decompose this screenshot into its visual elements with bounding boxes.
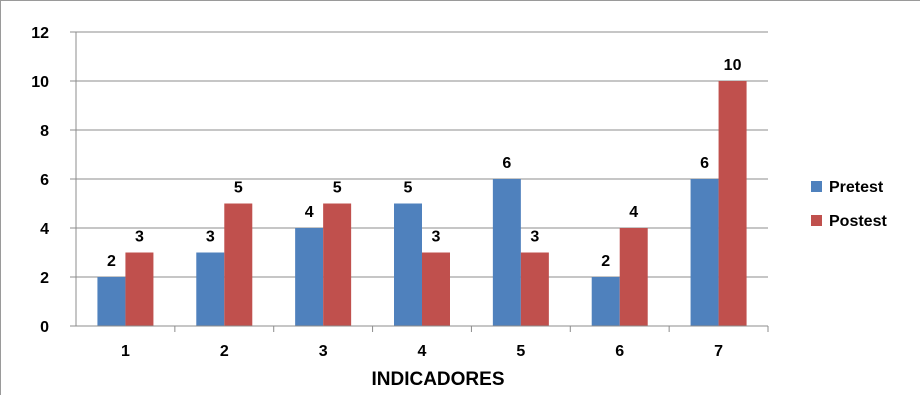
x-tick-label-1: 1	[121, 343, 130, 360]
bar-pretest-6	[591, 277, 620, 326]
y-tick-label-0: 0	[40, 319, 49, 336]
bar-postest-2	[224, 203, 253, 326]
legend-label-pretest: Pretest	[829, 179, 884, 196]
data-label-postest-2: 5	[234, 180, 243, 197]
bar-pretest-1	[97, 277, 126, 326]
x-tick-label-5: 5	[516, 343, 525, 360]
y-tick-label-12: 12	[31, 25, 49, 42]
bar-postest-5	[520, 252, 549, 326]
x-tick-label-2: 2	[220, 343, 229, 360]
bar-pretest-7	[690, 179, 719, 326]
legend: Pretest Postest	[811, 179, 887, 230]
data-label-pretest-4: 5	[404, 180, 413, 197]
bar-postest-3	[323, 203, 352, 326]
y-tick-label-2: 2	[40, 270, 49, 287]
bar-postest-1	[125, 252, 154, 326]
data-label-postest-5: 3	[530, 229, 539, 246]
x-tick-label-6: 6	[615, 343, 624, 360]
data-label-postest-1: 3	[135, 229, 144, 246]
x-axis-title: INDICADORES	[371, 369, 504, 390]
x-tick-label-4: 4	[418, 343, 427, 360]
data-label-pretest-1: 2	[107, 253, 116, 270]
y-tick-label-4: 4	[40, 221, 49, 238]
legend-swatch-postest	[811, 215, 822, 226]
data-label-pretest-5: 6	[502, 155, 511, 172]
data-label-pretest-7: 6	[700, 155, 709, 172]
y-tick-label-10: 10	[31, 74, 49, 91]
axes	[70, 31, 769, 332]
bar-postest-6	[619, 228, 648, 326]
data-label-pretest-2: 3	[206, 229, 215, 246]
y-tick-label-6: 6	[40, 172, 49, 189]
data-labels: 2 3 3 5 4 5 5 3 6 3 2 4 6 10	[107, 57, 742, 270]
x-tick-label-3: 3	[319, 343, 328, 360]
x-tick-label-7: 7	[714, 343, 723, 360]
bar-pretest-5	[492, 179, 521, 326]
bar-postest-4	[422, 252, 450, 326]
data-label-postest-3: 5	[333, 180, 342, 197]
x-tick-labels: 1 2 3 4 5 6 7	[121, 343, 723, 360]
bar-pretest-2	[196, 252, 225, 326]
data-label-pretest-6: 2	[601, 253, 610, 270]
y-tick-label-8: 8	[40, 123, 49, 140]
y-tick-labels: 0 2 4 6 8 10 12	[31, 25, 49, 336]
data-label-pretest-3: 4	[305, 204, 314, 221]
bar-pretest-3	[295, 228, 324, 326]
bars	[97, 81, 747, 326]
gridlines	[76, 31, 768, 278]
legend-swatch-pretest	[811, 181, 822, 192]
data-label-postest-7: 10	[724, 57, 742, 74]
data-label-postest-4: 3	[432, 229, 441, 246]
bar-pretest-4	[394, 203, 422, 326]
legend-label-postest: Postest	[829, 213, 887, 230]
bar-postest-7	[718, 81, 747, 326]
data-label-postest-6: 4	[629, 204, 638, 221]
